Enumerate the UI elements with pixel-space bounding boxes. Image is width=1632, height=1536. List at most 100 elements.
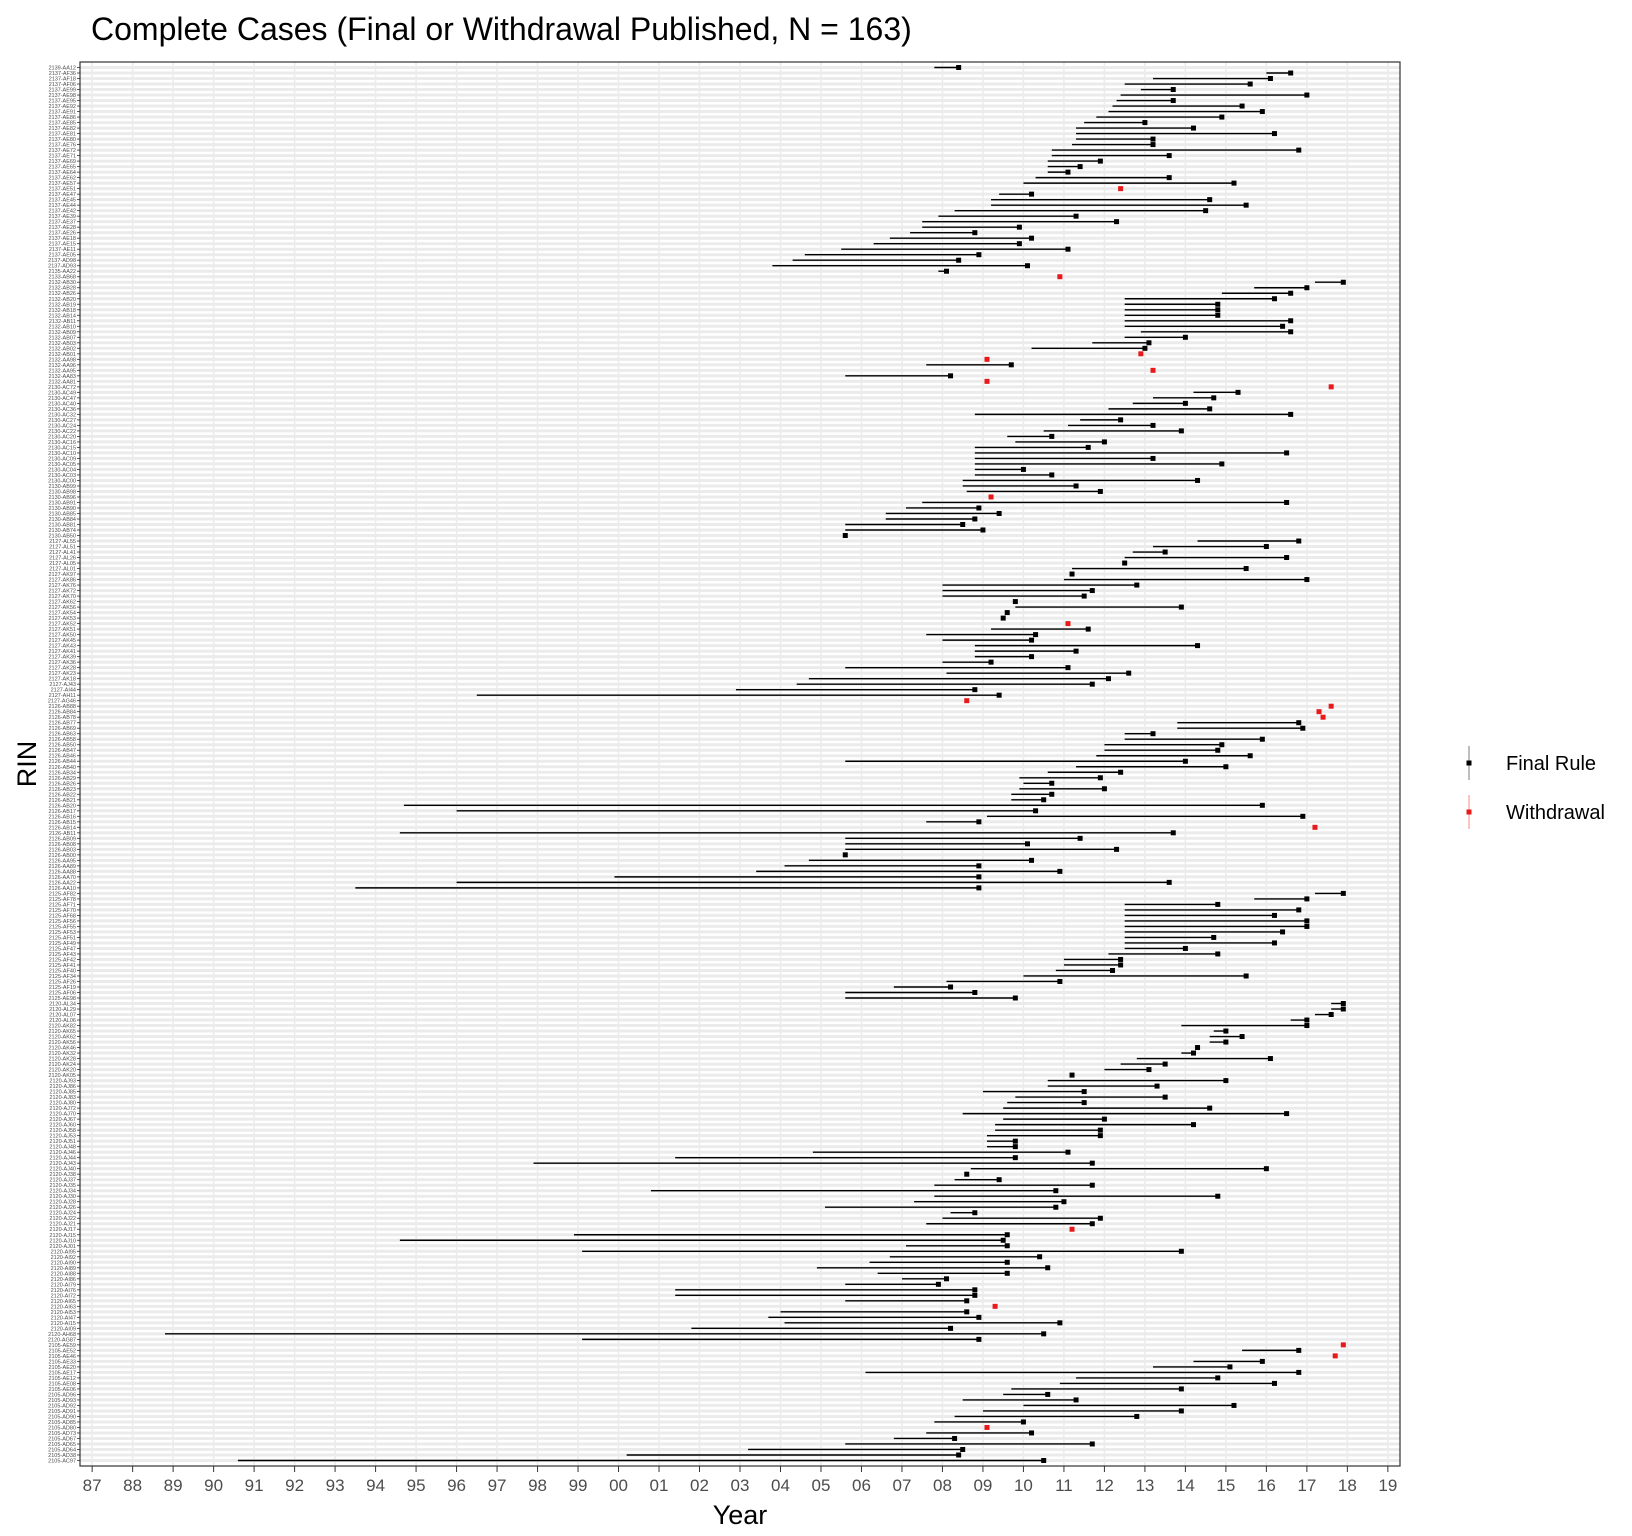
y-tick-label: 2137-AE44 bbox=[48, 203, 76, 209]
timeline-point-2132-AB01 bbox=[1138, 351, 1144, 357]
y-tick-label: 2125-AF40 bbox=[49, 968, 76, 974]
timeline-point-2130-AC03 bbox=[1049, 472, 1055, 478]
y-tick-label: 2105-AD85 bbox=[48, 1420, 76, 1426]
y-tick-label: 2130-AB85 bbox=[48, 511, 76, 517]
y-tick-label: 2125-AF70 bbox=[49, 908, 76, 914]
y-tick-label: 2120-AI95 bbox=[51, 1249, 76, 1255]
y-tick-label: 2120-AJ43 bbox=[49, 1161, 76, 1167]
timeline-point-2120-AJ51 bbox=[1012, 1138, 1018, 1144]
y-tick-label: 2120-AK65 bbox=[48, 1029, 76, 1035]
timeline-point-2137-AE47 bbox=[1029, 191, 1035, 197]
timeline-point-2105-AD92 bbox=[1231, 1402, 1237, 1408]
timeline-point-2130-AC27 bbox=[1118, 417, 1124, 423]
y-tick-label: 2126-AB77 bbox=[48, 721, 76, 727]
timeline-point-2105-AD96 bbox=[1045, 1391, 1051, 1397]
timeline-point-2132-AB20 bbox=[1271, 296, 1277, 302]
timeline-point-2132-AB11 bbox=[1288, 318, 1294, 324]
timeline-point-2125-AF34 bbox=[1243, 973, 1249, 979]
x-tick-label: 90 bbox=[204, 1476, 223, 1495]
timeline-point-2120-AL07 bbox=[1328, 1012, 1334, 1018]
y-tick-label: 2126-AB15 bbox=[48, 820, 76, 826]
timeline-point-2126-AB23 bbox=[1101, 786, 1107, 792]
timeline-point-2135-AA22 bbox=[944, 268, 950, 274]
timeline-point-2120-AI65 bbox=[964, 1298, 970, 1304]
timeline-point-2120-AI09 bbox=[948, 1325, 954, 1331]
timeline-point-2105-AE59 bbox=[1340, 1342, 1346, 1348]
chart-title: Complete Cases (Final or Withdrawal Publ… bbox=[91, 11, 912, 47]
y-tick-label: 2130-AB99 bbox=[48, 484, 76, 490]
x-tick-label: 06 bbox=[852, 1476, 871, 1495]
timeline-point-2127-AL55 bbox=[1296, 538, 1302, 544]
timeline-point-2105-AE08 bbox=[1271, 1380, 1277, 1386]
timeline-point-2120-AJ53 bbox=[1097, 1133, 1103, 1139]
timeline-point-2120-AJ43 bbox=[1089, 1160, 1095, 1166]
y-tick-label: 2126-AB78 bbox=[48, 715, 76, 721]
y-tick-label: 2130-AC20 bbox=[48, 434, 76, 440]
timeline-point-2127-AK72 bbox=[1089, 588, 1095, 594]
y-tick-label: 2127-AG46 bbox=[48, 699, 76, 705]
y-tick-label: 2105-AE52 bbox=[48, 1348, 76, 1354]
timeline-point-2127-AK54 bbox=[1004, 610, 1010, 616]
timeline-point-2120-AI47 bbox=[976, 1314, 982, 1320]
timeline-point-2120-AJ46 bbox=[1065, 1149, 1071, 1155]
y-tick-label: 2137-AE42 bbox=[48, 209, 76, 215]
y-tick-label: 2130-AC00 bbox=[48, 478, 76, 484]
y-tick-label: 2130-AB81 bbox=[48, 522, 76, 528]
y-tick-label: 2120-AK05 bbox=[48, 1073, 76, 1079]
x-tick-label: 92 bbox=[285, 1476, 304, 1495]
timeline-point-2137-AE28 bbox=[1016, 224, 1022, 230]
timeline-point-2139-AA12 bbox=[956, 65, 962, 71]
timeline-point-2126-AA95 bbox=[1029, 857, 1035, 863]
y-tick-label: 2130-AB98 bbox=[48, 489, 76, 495]
timeline-point-2120-AJ83 bbox=[1162, 1094, 1168, 1100]
timeline-point-2127-AL01 bbox=[1243, 566, 1249, 572]
y-tick-label: 2137-AE26 bbox=[48, 231, 76, 237]
y-tick-label: 2120-AL34 bbox=[49, 1002, 76, 1008]
timeline-point-2105-AD64 bbox=[960, 1446, 966, 1452]
timeline-point-2120-AI72 bbox=[972, 1292, 978, 1298]
y-tick-label: 2120-AJ38 bbox=[49, 1172, 76, 1178]
x-tick-label: 01 bbox=[650, 1476, 669, 1495]
y-tick-label: 2105-AE20 bbox=[48, 1365, 76, 1371]
y-tick-label: 2137-AE76 bbox=[48, 143, 76, 149]
y-tick-label: 2127-AK54 bbox=[48, 611, 76, 617]
timeline-point-2125-AF42 bbox=[1118, 956, 1124, 962]
y-tick-label: 2132-AB01 bbox=[48, 352, 76, 358]
y-tick-label: 2130-AC16 bbox=[48, 440, 76, 446]
timeline-point-2126-AB21 bbox=[1041, 797, 1047, 803]
timeline-point-2137-AE98 bbox=[1304, 92, 1310, 98]
timeline-point-2126-AB11 bbox=[1170, 830, 1176, 836]
timeline-point-2137-AF06 bbox=[1247, 81, 1253, 87]
x-axis-title: Year bbox=[713, 1500, 768, 1530]
y-tick-label: 2127-AK52 bbox=[48, 622, 76, 628]
timeline-point-2127-AH11 bbox=[996, 692, 1002, 698]
y-tick-label: 2137-AD98 bbox=[48, 258, 76, 264]
y-tick-label: 2120-AJ26 bbox=[49, 1205, 76, 1211]
timeline-point-2120-AI79 bbox=[935, 1281, 941, 1287]
timeline-point-2137-AE37 bbox=[1114, 219, 1120, 225]
x-tick-label: 89 bbox=[164, 1476, 183, 1495]
y-tick-label: 2132-AB11 bbox=[49, 319, 76, 325]
y-tick-label: 2125-AF55 bbox=[49, 924, 76, 930]
timeline-point-2125-AF53 bbox=[1280, 929, 1286, 935]
timeline-point-2120-AJ15 bbox=[1004, 1232, 1010, 1238]
y-tick-label: 2137-AE45 bbox=[48, 198, 76, 204]
y-tick-label: 2126-AA88 bbox=[48, 869, 76, 875]
x-tick-label: 97 bbox=[488, 1476, 507, 1495]
y-tick-label: 2127-AH11 bbox=[49, 693, 76, 699]
x-tick-label: 96 bbox=[447, 1476, 466, 1495]
timeline-point-2126-AB08 bbox=[1024, 841, 1030, 847]
y-tick-label: 2127-AK56 bbox=[48, 605, 76, 611]
y-tick-label: 2120-AJ70 bbox=[49, 1112, 76, 1118]
timeline-point-2120-AJ86 bbox=[1154, 1083, 1160, 1089]
timeline-point-2120-AI86 bbox=[944, 1276, 950, 1282]
timeline-point-2125-AF43 bbox=[1215, 951, 1221, 957]
y-tick-label: 2120-AJ85 bbox=[49, 1090, 76, 1096]
y-tick-label: 2130-AC09 bbox=[48, 456, 76, 462]
legend-label: Withdrawal bbox=[1506, 802, 1605, 824]
timeline-point-2127-AK45 bbox=[1029, 637, 1035, 643]
timeline-point-2137-AE44 bbox=[1243, 202, 1249, 208]
y-tick-label: 2126-AB47 bbox=[48, 748, 76, 754]
timeline-point-2130-AC32 bbox=[1288, 411, 1294, 417]
y-tick-label: 2137-AE80 bbox=[48, 137, 76, 143]
